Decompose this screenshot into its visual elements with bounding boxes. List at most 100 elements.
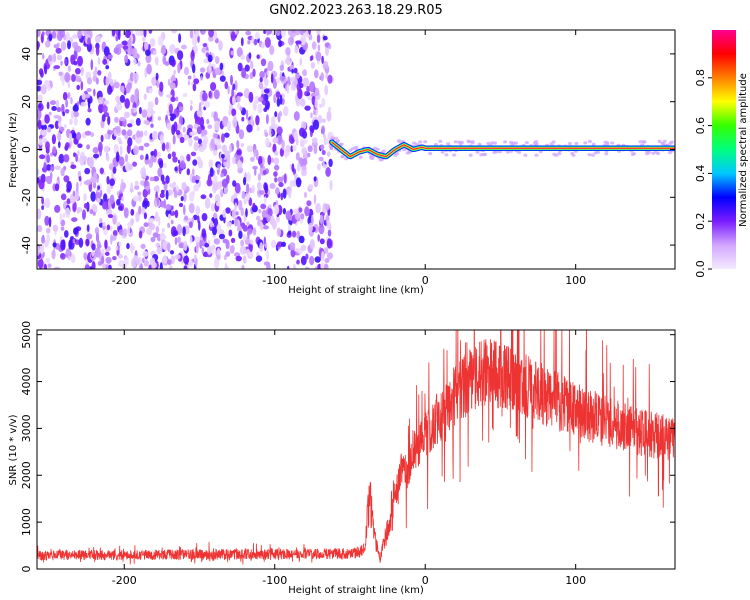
- spectrogram-speckle: [191, 217, 195, 224]
- spectrogram-speckle: [91, 261, 96, 269]
- spectrogram-speckle: [169, 265, 173, 269]
- spectrogram-speckle: [256, 54, 260, 59]
- spectrogram-speckle: [230, 31, 236, 42]
- spectrogram-speckle: [143, 41, 149, 51]
- spectrogram-speckle: [252, 227, 257, 236]
- spectrogram-speckle: [267, 66, 271, 72]
- snr-x-tick-label: 100: [565, 574, 586, 587]
- signal-halo-speckle: [656, 151, 661, 156]
- spectrogram-speckle: [201, 125, 205, 131]
- spectrogram-speckle: [109, 194, 115, 205]
- spectrogram-speckle: [315, 203, 321, 214]
- spectrogram-speckle: [156, 246, 163, 255]
- spectrogram-speckle: [131, 257, 137, 268]
- spectrogram-speckle: [216, 144, 222, 149]
- spectrogram-speckle: [186, 153, 191, 162]
- spectrogram-speckle: [286, 265, 290, 269]
- spectrogram-speckle: [123, 111, 130, 119]
- spectrogram-speckle: [276, 97, 281, 107]
- spectrogram-speckle: [175, 96, 179, 102]
- spectrogram-speckle: [289, 32, 296, 38]
- signal-halo-speckle: [452, 153, 456, 157]
- spectrogram-speckle: [51, 134, 57, 145]
- spectrogram-speckle: [130, 245, 136, 251]
- spectrogram-speckle: [53, 266, 61, 269]
- spectrogram-speckle: [66, 198, 71, 205]
- spectrogram-speckle: [46, 237, 51, 244]
- spectrogram-speckle: [328, 107, 331, 112]
- spectrogram-speckle: [157, 36, 164, 46]
- spectrogram-speckle: [238, 199, 243, 211]
- signal-halo-speckle: [549, 142, 554, 146]
- spectrogram-speckle: [188, 191, 195, 202]
- spectrogram-speckle: [270, 239, 277, 249]
- spectrogram-speckle: [66, 180, 72, 192]
- spectrogram-speckle: [242, 234, 247, 241]
- spectrogram-speckle: [173, 190, 178, 198]
- spectrogram-speckle: [171, 61, 176, 67]
- spectrogram-speckle: [141, 207, 146, 215]
- spectrogram-speckle: [90, 191, 96, 202]
- spectrogram-speckle: [94, 227, 100, 235]
- spectrogram-speckle: [327, 229, 332, 237]
- spectrogram-speckle: [232, 83, 236, 91]
- spectrogram-speckle: [51, 30, 57, 39]
- spectrogram-speckle: [320, 144, 325, 151]
- spectrogram-speckle: [199, 30, 206, 35]
- spectrogram-speckle: [37, 258, 44, 269]
- signal-halo-speckle: [468, 153, 473, 157]
- spectrogram-speckle: [143, 212, 147, 220]
- spectrogram-speckle: [213, 89, 220, 100]
- signal-halo-speckle: [567, 141, 572, 146]
- spectrogram-speckle: [37, 94, 43, 102]
- spectrogram-speckle: [167, 78, 171, 86]
- spectrogram-speckle: [170, 113, 177, 120]
- spectrogram-speckle: [200, 75, 203, 81]
- spectrogram-speckle: [317, 114, 323, 124]
- spectrogram-speckle: [42, 53, 45, 60]
- spectrogram-speckle: [84, 130, 92, 136]
- spectrogram-speckle: [247, 40, 251, 45]
- spectrogram-speckle: [310, 112, 313, 119]
- spectrogram-speckle: [144, 185, 151, 191]
- spectrogram-speckle: [324, 203, 330, 211]
- spectrogram-speckle: [270, 157, 275, 163]
- spectrogram-speckle: [276, 215, 280, 223]
- spectrogram-speckle: [147, 101, 154, 109]
- spectrogram-speckle: [115, 245, 119, 251]
- spectrogram-speckle: [203, 43, 207, 48]
- spectrogram-speckle: [240, 207, 244, 217]
- spectrogram-speckle: [119, 116, 126, 122]
- spectrogram-speckle: [149, 223, 156, 230]
- spectrogram-speckle: [234, 80, 238, 92]
- spectrogram-speckle: [177, 62, 181, 74]
- spectrogram-speckle: [177, 123, 182, 131]
- spectrogram-speckle: [172, 134, 176, 145]
- spectrogram-speckle: [65, 32, 71, 42]
- spectrogram-speckle: [96, 198, 101, 203]
- spectrogram-speckle: [230, 237, 236, 243]
- spectrogram-speckle: [107, 85, 113, 95]
- spectrogram-speckle: [125, 153, 128, 163]
- spectrogram-speckle: [145, 49, 151, 56]
- signal-halo-speckle: [466, 139, 471, 143]
- spectrogram-speckle: [137, 191, 142, 197]
- spectrogram-speckle: [249, 242, 253, 253]
- spectrogram-speckle: [134, 78, 138, 84]
- signal-halo-speckle: [470, 141, 475, 145]
- spectrogram-speckle: [222, 209, 226, 218]
- spectrogram-speckle: [60, 226, 65, 231]
- spectrogram-speckle: [86, 88, 92, 92]
- spectrogram-speckle: [95, 232, 100, 243]
- spectrogram-speckle: [155, 72, 159, 81]
- spectrogram-speckle: [192, 83, 197, 92]
- spectrogram-speckle: [184, 134, 190, 140]
- colorbar-tick-label: 0.4: [694, 165, 707, 183]
- spectrogram-speckle: [135, 117, 141, 126]
- spectrogram-speckle: [294, 173, 298, 181]
- spectrogram-speckle: [67, 92, 71, 99]
- spectrogram-speckle: [55, 47, 62, 54]
- spectrogram-speckle: [213, 238, 221, 245]
- spectrogram-speckle: [127, 224, 131, 235]
